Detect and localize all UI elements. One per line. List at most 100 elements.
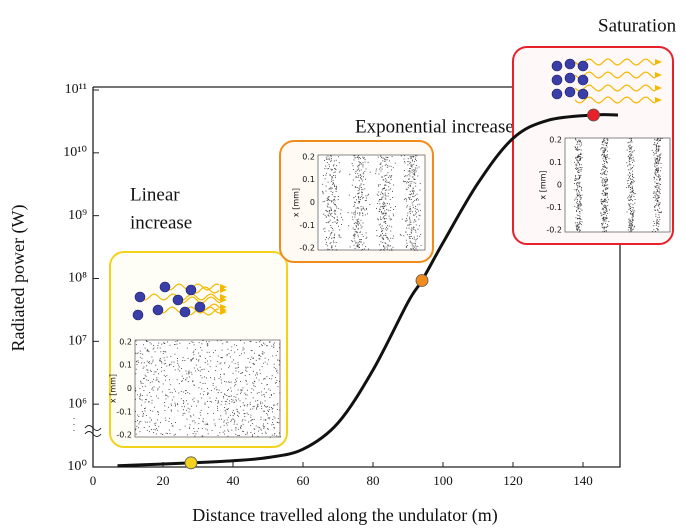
particle-texture <box>576 222 578 223</box>
particle-texture <box>406 175 408 177</box>
particle-texture <box>237 362 239 364</box>
particle-texture <box>393 235 395 237</box>
electron <box>152 304 164 316</box>
particle-texture <box>633 212 635 214</box>
particle-texture <box>359 222 361 224</box>
particle-texture <box>240 425 242 427</box>
particle-texture <box>656 228 658 229</box>
particle-texture <box>221 349 223 351</box>
particle-texture <box>328 230 330 232</box>
particle-texture <box>576 214 578 216</box>
particle-texture <box>378 200 380 202</box>
particle-texture <box>229 414 231 416</box>
particle-texture <box>359 246 360 248</box>
particle-texture <box>391 248 393 250</box>
axis-frame <box>92 86 621 468</box>
particle-texture <box>379 168 381 170</box>
particle-texture <box>174 405 176 407</box>
particle-texture <box>633 181 635 183</box>
particle-texture <box>329 157 331 159</box>
particle-texture <box>330 241 332 243</box>
particle-texture <box>357 223 359 225</box>
particle-texture <box>354 235 356 237</box>
particle-texture <box>400 155 402 157</box>
particle-texture <box>266 406 268 408</box>
electron <box>159 281 171 293</box>
particle-texture <box>605 184 606 186</box>
particle-texture <box>418 218 420 220</box>
particle-texture <box>181 368 182 370</box>
particle-texture <box>146 340 148 342</box>
particle-texture <box>189 342 191 344</box>
particle-texture <box>216 340 218 342</box>
particle-texture <box>226 424 228 426</box>
particle-texture <box>220 404 222 406</box>
particle-texture <box>232 415 234 417</box>
particle-texture <box>654 170 656 172</box>
particle-texture <box>261 405 263 407</box>
particle-texture <box>605 208 607 209</box>
particle-texture <box>227 416 229 418</box>
particle-texture <box>383 212 385 214</box>
particle-texture <box>327 206 329 208</box>
particle-texture <box>630 178 632 180</box>
particle-texture <box>246 370 248 372</box>
particle-texture <box>387 156 389 158</box>
particle-texture <box>577 218 578 220</box>
particle-texture <box>245 379 247 381</box>
particle-texture <box>389 217 391 219</box>
particle-texture <box>217 407 218 409</box>
particle-texture <box>382 196 384 198</box>
particle-texture <box>577 185 579 186</box>
particle-texture <box>146 394 148 396</box>
particle-texture <box>262 378 264 380</box>
particle-texture <box>415 155 417 157</box>
particle-texture <box>160 370 162 372</box>
particle-texture <box>391 156 393 158</box>
particle-texture <box>228 353 230 355</box>
particle-texture <box>361 233 363 235</box>
particle-texture <box>606 161 608 162</box>
particle-texture <box>348 194 350 196</box>
particle-texture <box>361 175 363 177</box>
particle-texture <box>656 145 657 147</box>
particle-texture <box>409 198 411 200</box>
particle-texture <box>413 163 415 165</box>
particle-texture <box>331 216 333 217</box>
particle-texture <box>336 186 338 188</box>
particle-texture <box>326 158 328 160</box>
particle-texture <box>352 234 354 236</box>
particle-texture <box>415 157 417 159</box>
particle-texture <box>192 399 194 401</box>
particle-texture <box>608 221 610 222</box>
particle-texture <box>331 177 333 179</box>
particle-texture <box>385 217 387 219</box>
particle-texture <box>580 203 581 204</box>
particle-texture <box>179 370 181 372</box>
particle-texture <box>602 222 604 224</box>
particle-texture <box>415 182 417 184</box>
particle-texture <box>405 239 407 241</box>
particle-texture <box>603 140 605 142</box>
particle-texture <box>173 366 175 367</box>
particle-texture <box>224 393 225 395</box>
particle-texture <box>329 206 331 208</box>
particle-texture <box>260 391 262 393</box>
particle-texture <box>576 143 578 145</box>
particle-texture <box>360 174 362 176</box>
radiation-wave <box>574 96 656 104</box>
particle-texture <box>165 398 167 400</box>
electron <box>551 74 563 86</box>
particle-texture <box>266 412 268 414</box>
particle-texture <box>604 166 606 168</box>
particle-texture <box>202 340 204 342</box>
x-tick-label: 140 <box>573 473 593 488</box>
particle-texture <box>185 390 187 392</box>
particle-texture <box>200 347 202 349</box>
particle-texture <box>383 221 385 223</box>
particle-texture <box>353 213 355 215</box>
particle-texture <box>628 148 630 150</box>
particle-texture <box>602 201 604 203</box>
particle-texture <box>276 435 278 437</box>
